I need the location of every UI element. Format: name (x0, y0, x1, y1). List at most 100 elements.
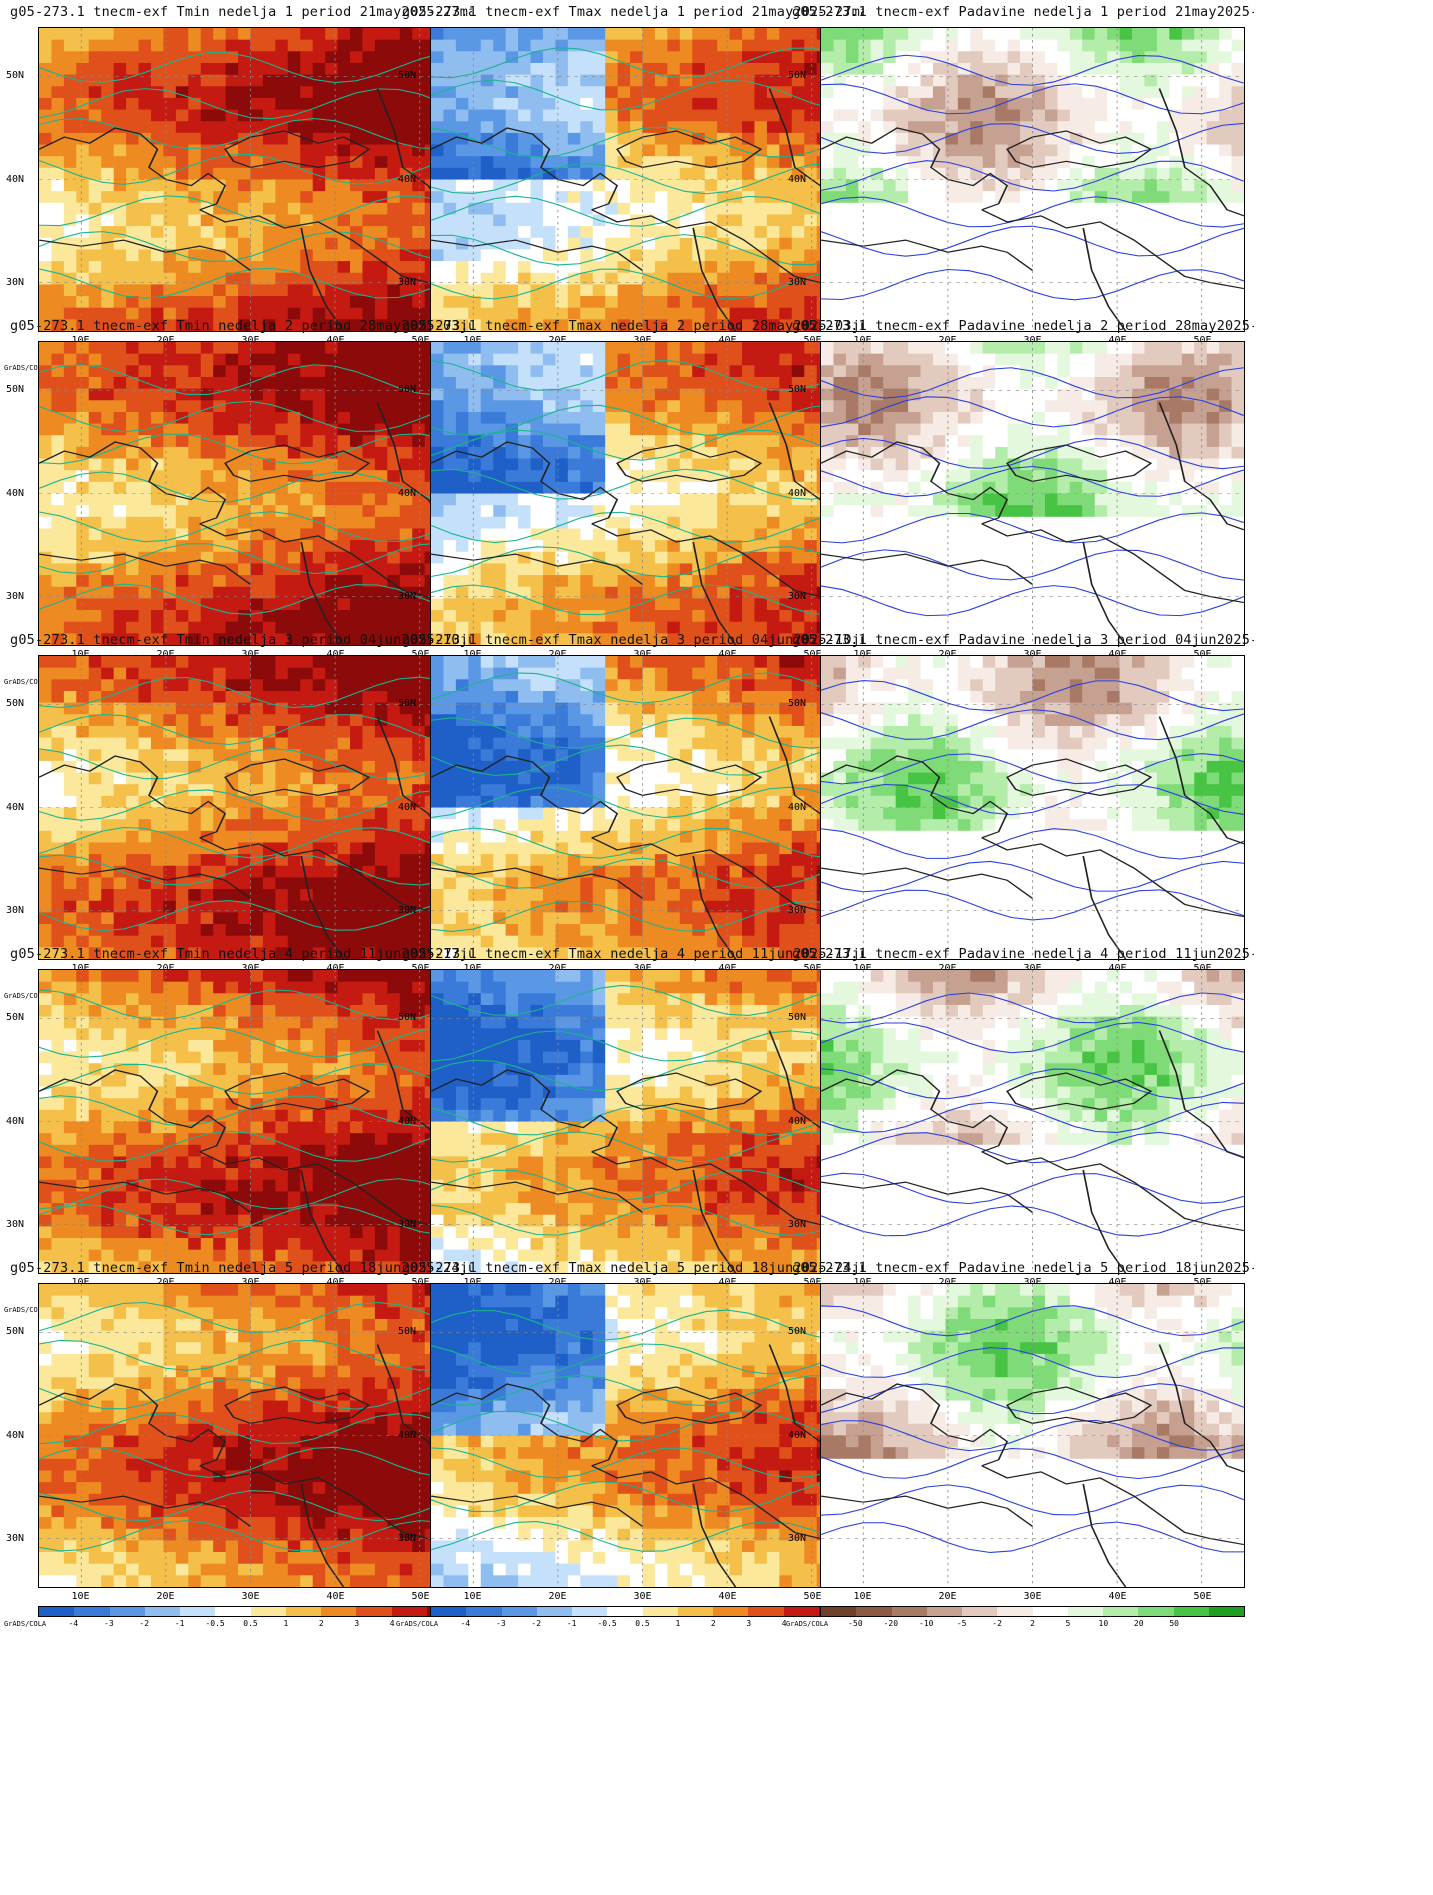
field-cell (630, 446, 644, 460)
field-cell (654, 411, 669, 425)
field-cell (766, 516, 781, 530)
field-cell (957, 226, 972, 239)
field-cell (399, 621, 414, 634)
field-cell (76, 62, 90, 76)
field-cell (1007, 121, 1021, 134)
field-cell (76, 621, 90, 634)
field-cell (101, 272, 115, 286)
field-cell (630, 528, 644, 541)
field-cell (617, 633, 631, 645)
field-cell (704, 121, 719, 134)
field-cell (1132, 319, 1146, 331)
field-cell (654, 86, 669, 99)
field-cell (970, 132, 984, 146)
field-cell (1119, 423, 1133, 436)
field-cell (325, 156, 339, 169)
field-cell (350, 226, 364, 239)
field-cell (1219, 132, 1233, 146)
field-cell (920, 74, 934, 87)
field-cell (555, 121, 569, 134)
field-cell (39, 528, 53, 541)
field-cell (455, 435, 470, 448)
field-cell (580, 261, 594, 274)
field-cell (667, 167, 681, 181)
field-cell (238, 39, 252, 52)
field-cell (455, 296, 470, 309)
field-cell (200, 342, 215, 355)
field-cell (63, 249, 78, 262)
field-cell (1082, 296, 1096, 309)
field-cell (642, 423, 656, 436)
field-cell (754, 202, 768, 216)
field-cell (431, 540, 445, 553)
field-cell (908, 226, 922, 239)
field-cell (704, 342, 719, 355)
field-cell (1020, 132, 1034, 146)
field-cell (667, 376, 681, 390)
field-cell (630, 167, 644, 181)
field-cell (126, 423, 140, 436)
field-cell (275, 237, 289, 251)
field-cell (804, 621, 818, 634)
field-cell (1194, 214, 1208, 227)
field-cell (101, 191, 115, 204)
field-cell (1020, 353, 1034, 366)
field-cell (833, 226, 847, 239)
field-cell (1144, 121, 1158, 134)
field-cell (126, 586, 140, 600)
field-cell (982, 62, 997, 76)
field-cell (1044, 179, 1059, 192)
field-cell (262, 505, 277, 518)
field-cell (480, 202, 495, 216)
field-cell (833, 342, 847, 355)
field-cell (630, 86, 644, 99)
field-cell (791, 376, 806, 390)
field-cell (412, 28, 426, 41)
field-cell (505, 284, 519, 297)
field-cell (399, 272, 414, 286)
field-cell (1069, 249, 1084, 262)
field-cell (592, 121, 607, 134)
field-cell (821, 342, 835, 355)
field-cell (717, 353, 731, 366)
field-cell (312, 156, 327, 169)
field-cell (1219, 296, 1233, 309)
field-cell (250, 435, 264, 448)
field-cell (717, 319, 731, 331)
field-cell (1094, 400, 1109, 413)
field-cell (431, 633, 445, 645)
field-cell (468, 272, 482, 286)
contour-line (39, 231, 462, 263)
field-cell (883, 249, 897, 262)
field-cell (101, 296, 115, 309)
field-cell (833, 284, 847, 297)
field-cell (1107, 261, 1121, 274)
field-cell (76, 167, 90, 181)
field-cell (175, 156, 190, 169)
field-cell (982, 121, 997, 134)
field-cell (1169, 97, 1183, 111)
field-cell (518, 446, 532, 460)
field-cell (542, 249, 557, 262)
field-cell (150, 28, 165, 41)
field-cell (138, 167, 152, 181)
field-cell (480, 179, 495, 192)
field-cell (845, 296, 860, 309)
field-cell (455, 400, 470, 413)
field-cell (717, 237, 731, 251)
field-cell (592, 376, 607, 390)
field-cell (1231, 261, 1244, 274)
field-cell (312, 540, 327, 553)
field-cell (287, 121, 302, 134)
field-cell (530, 342, 544, 355)
field-cell (779, 144, 793, 157)
field-cell (262, 202, 277, 216)
field-cell (443, 481, 457, 495)
field-cell (1069, 156, 1084, 169)
field-cell (138, 528, 152, 541)
field-cell (717, 86, 731, 99)
field-cell (530, 28, 544, 41)
field-cell (518, 226, 532, 239)
field-cell (870, 202, 885, 216)
field-cell (667, 493, 681, 506)
